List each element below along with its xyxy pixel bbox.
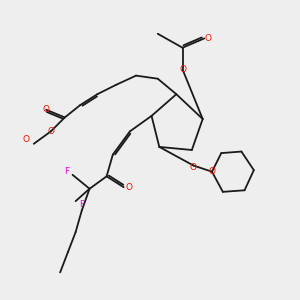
Text: O: O (179, 65, 186, 74)
Text: O: O (43, 105, 50, 114)
Text: O: O (22, 135, 29, 144)
Text: F: F (64, 167, 70, 176)
Text: O: O (208, 167, 215, 176)
Text: F: F (79, 200, 84, 209)
Text: O: O (47, 127, 54, 136)
Text: O: O (190, 164, 197, 172)
Text: O: O (126, 183, 133, 192)
Text: O: O (205, 34, 212, 43)
